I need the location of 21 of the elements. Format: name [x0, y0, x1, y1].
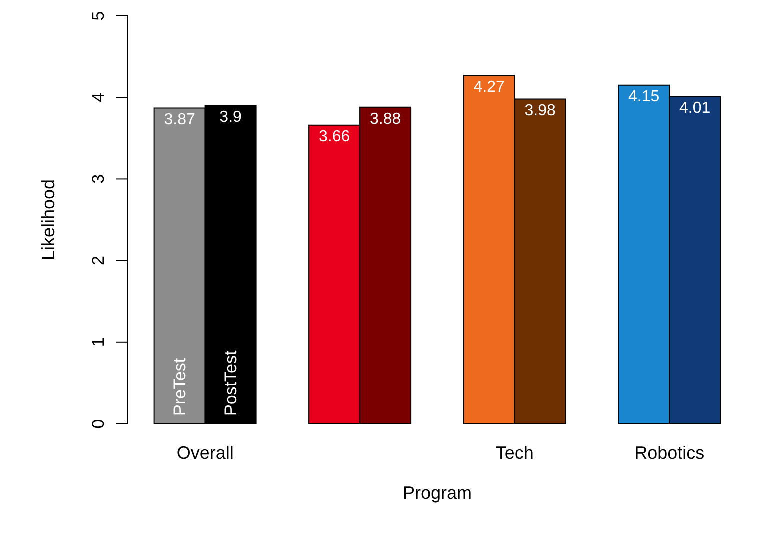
y-axis-title: Likelihood [38, 179, 58, 261]
data-label: 4.15 [628, 88, 660, 106]
x-tick-label: Overall [176, 442, 234, 463]
y-tick-label: 4 [89, 92, 108, 102]
data-label: 4.01 [679, 100, 711, 118]
x-tick-label: Robotics [634, 442, 705, 463]
y-tick-label: 0 [89, 419, 108, 429]
data-label: 4.27 [474, 78, 505, 96]
y-tick-label: 3 [89, 174, 108, 184]
x-axis-title: Program [402, 483, 472, 503]
y-tick-label: 2 [89, 256, 108, 266]
series-label: PreTest [170, 358, 190, 416]
y-tick-label: 5 [89, 11, 108, 21]
data-label: 3.98 [524, 102, 556, 120]
series-label: PostTest [221, 350, 240, 416]
y-tick-label: 1 [89, 338, 108, 348]
x-tick-label: Tech [496, 442, 534, 463]
data-label: 3.87 [164, 112, 196, 129]
data-label: 3.66 [318, 128, 350, 146]
data-label: 3.9 [220, 109, 242, 126]
data-label: 3.88 [370, 110, 402, 128]
